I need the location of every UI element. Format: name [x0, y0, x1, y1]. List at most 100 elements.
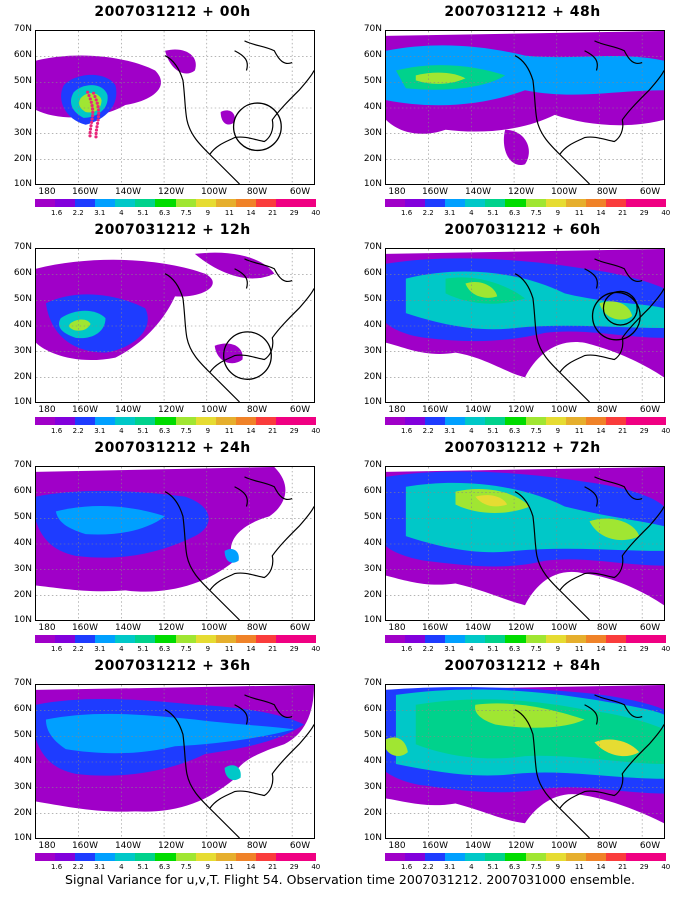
- variance-contour: [214, 343, 243, 364]
- longitude-label: 80W: [246, 187, 268, 197]
- longitude-label: 160W: [421, 405, 449, 415]
- colorbar-swatch: [485, 199, 506, 207]
- flight-track-dot: [90, 114, 95, 118]
- latitude-label: 30N: [13, 128, 32, 138]
- colorbar-label: 1.6: [51, 209, 63, 217]
- colorbar-swatch: [296, 853, 317, 861]
- colorbar-swatch: [175, 635, 196, 643]
- longitude-label: 140W: [114, 841, 142, 851]
- colorbar-swatch: [175, 417, 196, 425]
- map-plot: [35, 466, 315, 621]
- longitude-label: 180: [38, 187, 56, 197]
- colorbar-label: 7.5: [530, 645, 542, 653]
- colorbar-swatch: [195, 417, 216, 425]
- map-panel: 2007031212 + 12h 70N 60N 50N 40N 30N 20N 10N 180…: [0, 218, 345, 435]
- flight-track-dot: [88, 127, 93, 131]
- colorbar-swatch: [115, 199, 136, 207]
- colorbar-swatch: [175, 853, 196, 861]
- colorbar-swatch: [625, 199, 647, 207]
- coastline: [234, 258, 293, 289]
- colorbar-swatch: [255, 199, 276, 207]
- coastline: [514, 273, 664, 402]
- colorbar-swatch: [405, 417, 426, 425]
- longitude-label: 80W: [246, 841, 268, 851]
- colorbar-label: 1.6: [51, 863, 63, 871]
- colorbar-label: 2.2: [72, 863, 84, 871]
- coastline: [164, 709, 314, 838]
- colorbar: [385, 417, 667, 425]
- colorbar-swatch: [275, 853, 297, 861]
- panel-title: 2007031212 + 12h: [94, 222, 251, 238]
- colorbar-label: 3.1: [444, 645, 456, 653]
- colorbar-label: 40: [661, 209, 671, 217]
- colorbar-label: 29: [289, 863, 299, 871]
- longitude-label: 140W: [114, 187, 142, 197]
- colorbar-swatch: [625, 853, 647, 861]
- colorbar-label: 2.2: [72, 427, 84, 435]
- longitude-label: 60W: [289, 187, 311, 197]
- colorbar-swatch: [235, 417, 256, 425]
- colorbar-swatch: [215, 853, 236, 861]
- longitude-label: 120W: [157, 405, 185, 415]
- latitude-label: 40N: [363, 320, 382, 330]
- coastline: [234, 694, 293, 725]
- colorbar-label: 21: [618, 863, 628, 871]
- colorbar-swatch: [425, 853, 446, 861]
- latitude-label: 70N: [13, 242, 32, 252]
- longitude-label: 60W: [639, 623, 661, 633]
- variance-contour: [194, 252, 275, 279]
- coastline: [584, 258, 643, 289]
- longitude-label: 180: [388, 623, 406, 633]
- colorbar-swatch: [485, 853, 506, 861]
- colorbar-swatch: [35, 199, 56, 207]
- flight-track-dot: [88, 97, 92, 101]
- longitude-label: 140W: [114, 623, 142, 633]
- colorbar-swatch: [425, 417, 446, 425]
- colorbar-swatch: [255, 853, 276, 861]
- variance-contour: [55, 506, 166, 535]
- flight-track-dot: [95, 125, 99, 129]
- colorbar: [35, 853, 317, 861]
- latitude-label: 30N: [363, 564, 382, 574]
- colorbar-swatch: [55, 635, 76, 643]
- variance-contour: [69, 319, 91, 331]
- colorbar-label: 2.2: [422, 645, 434, 653]
- colorbar-label: 4: [119, 863, 124, 871]
- longitude-label: 100W: [200, 841, 228, 851]
- colorbar: [35, 199, 317, 207]
- colorbar-label: 11: [574, 863, 584, 871]
- latitude-label: 40N: [13, 756, 32, 766]
- colorbar-label: 14: [596, 645, 606, 653]
- colorbar-label: 21: [618, 645, 628, 653]
- colorbar-label: 11: [224, 427, 234, 435]
- coastline: [584, 40, 643, 71]
- latitude-label: 20N: [363, 590, 382, 600]
- panel-title: 2007031212 + 48h: [444, 4, 601, 20]
- longitude-label: 140W: [464, 623, 492, 633]
- colorbar-swatch: [155, 853, 176, 861]
- colorbar-label: 9: [555, 645, 561, 653]
- colorbar-label: 6.3: [509, 427, 521, 435]
- latitude-label: 20N: [363, 372, 382, 382]
- longitude-label: 180: [38, 405, 56, 415]
- map-plot: [385, 684, 665, 839]
- latitude-label: 50N: [363, 730, 382, 740]
- variance-contour: [599, 301, 633, 320]
- colorbar-swatch: [296, 417, 317, 425]
- colorbar-label: 40: [311, 209, 321, 217]
- latitude-label: 20N: [363, 154, 382, 164]
- longitude-label: 180: [38, 623, 56, 633]
- flight-track-dot: [91, 110, 95, 114]
- colorbar-label: 2.2: [72, 645, 84, 653]
- latitude-label: 10N: [13, 397, 32, 407]
- flight-track-dot: [90, 104, 94, 108]
- colorbar-swatch: [35, 635, 56, 643]
- colorbar-label: 29: [289, 645, 299, 653]
- colorbar-label: 1.6: [401, 645, 413, 653]
- latitude-label: 30N: [13, 782, 32, 792]
- longitude-label: 160W: [71, 623, 99, 633]
- colorbar-swatch: [505, 199, 526, 207]
- longitude-label: 120W: [507, 841, 535, 851]
- colorbar-label: 14: [246, 645, 256, 653]
- colorbar-label: 1.6: [51, 427, 63, 435]
